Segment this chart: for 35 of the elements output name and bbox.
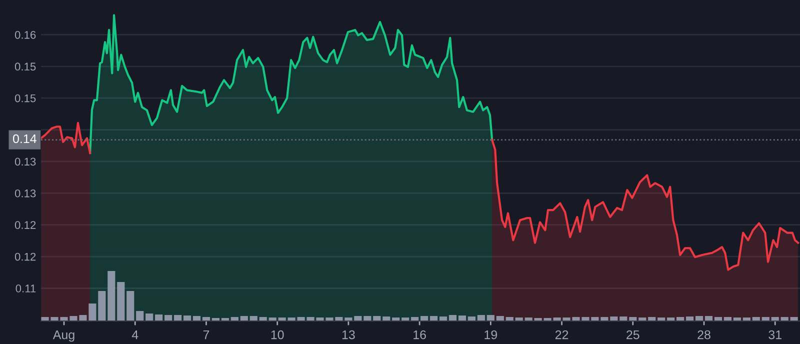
y-tick-label: 0.12 (14, 252, 36, 261)
x-tick-label: 4 (132, 330, 138, 340)
x-tick-label: 13 (342, 330, 355, 340)
bar (117, 282, 125, 321)
bar (136, 311, 144, 321)
bar (183, 316, 192, 321)
bar (448, 315, 457, 321)
bar (486, 315, 494, 321)
x-tick-label: 25 (626, 330, 640, 340)
y-tick-label: 0.15 (14, 94, 36, 102)
x-tick-label: 22 (555, 330, 568, 340)
x-tick-label: 16 (414, 330, 426, 340)
bar (98, 291, 106, 321)
bar (146, 314, 154, 321)
x-tick-label: 19 (484, 330, 498, 340)
y-tick-label: 0.15 (14, 62, 36, 71)
bar (477, 315, 485, 321)
y-tick-label: 0.11 (16, 284, 36, 292)
bar (458, 316, 466, 321)
bar (108, 271, 116, 321)
y-tick-label: 0.16 (14, 30, 36, 39)
x-tick-label: 7 (203, 330, 210, 340)
x-tick-label: 31 (768, 330, 782, 340)
bar (155, 314, 163, 321)
x-tick-label: 10 (271, 330, 284, 340)
ref-line-label: 0.14 (12, 134, 36, 144)
bar (174, 315, 182, 321)
bar (126, 291, 134, 321)
y-tick-label: 0.13 (14, 189, 36, 198)
y-tick-label: 0.13 (14, 158, 36, 166)
bar (88, 304, 96, 321)
x-tick-label: 28 (698, 330, 710, 340)
bar (164, 315, 172, 321)
y-tick-label: 0.12 (14, 221, 36, 229)
x-tick-label: Aug (52, 330, 74, 342)
